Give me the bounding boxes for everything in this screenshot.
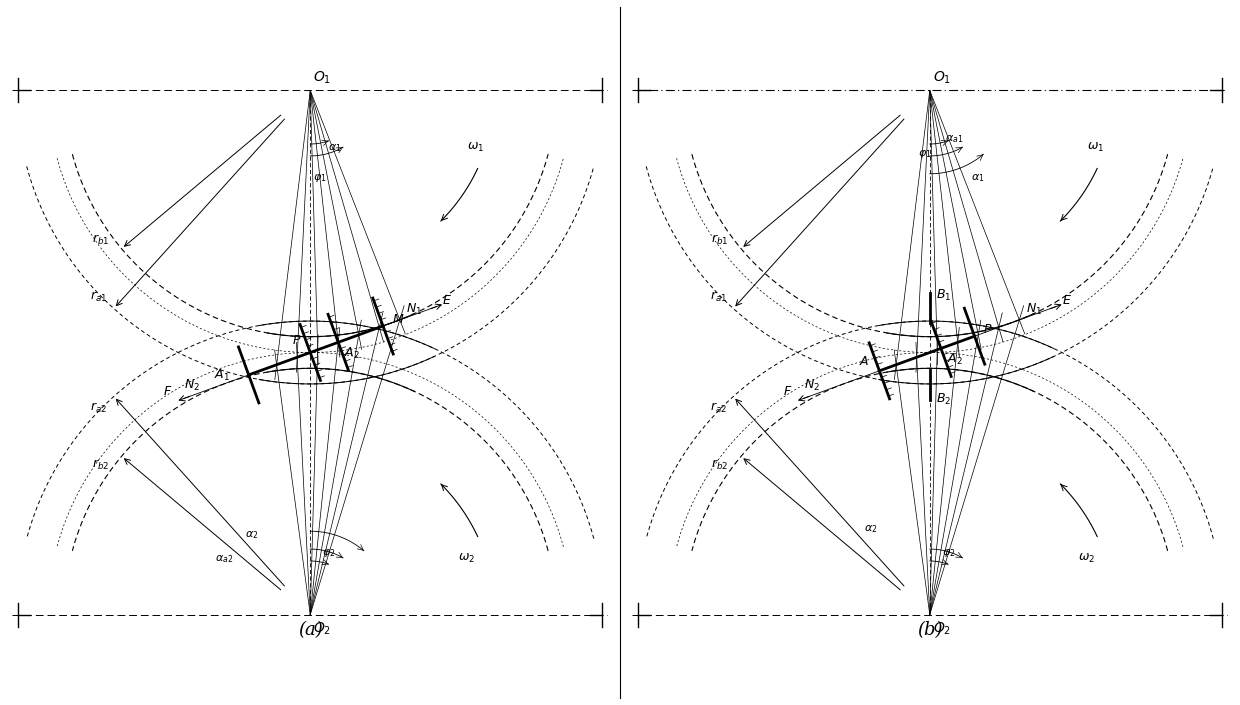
Text: $r_{a2}$: $r_{a2}$ [91, 401, 107, 415]
Text: (a): (a) [298, 621, 322, 639]
Text: $\varphi_2$: $\varphi_2$ [941, 547, 955, 559]
Text: $O_2$: $O_2$ [312, 620, 331, 637]
Text: $\omega_1$: $\omega_1$ [467, 141, 485, 154]
Text: $r_{b2}$: $r_{b2}$ [712, 458, 729, 472]
Text: $\omega_2$: $\omega_2$ [458, 552, 475, 565]
Text: $N_1$: $N_1$ [407, 302, 423, 317]
Text: $\varphi_1$: $\varphi_1$ [918, 148, 931, 160]
Text: $O_1$: $O_1$ [932, 70, 951, 86]
Text: $A_2$: $A_2$ [947, 352, 962, 367]
Text: $\varphi_2$: $\varphi_2$ [322, 547, 336, 559]
Text: $O_2$: $O_2$ [932, 620, 951, 637]
Text: $F$: $F$ [164, 386, 172, 398]
Text: $r_{a2}$: $r_{a2}$ [709, 401, 727, 415]
Text: $N_1$: $N_1$ [1025, 302, 1042, 317]
Text: $\alpha_{a2}$: $\alpha_{a2}$ [215, 553, 233, 565]
Text: $\alpha_{a1}$: $\alpha_{a1}$ [945, 133, 963, 145]
Text: $A_2$: $A_2$ [345, 346, 360, 361]
Text: $\varphi_1$: $\varphi_1$ [314, 172, 327, 184]
Text: $F$: $F$ [782, 386, 792, 398]
Text: $P$: $P$ [293, 333, 301, 347]
Text: (b): (b) [918, 621, 942, 639]
Text: $N_2$: $N_2$ [185, 378, 201, 393]
Text: $\alpha_2$: $\alpha_2$ [244, 529, 258, 541]
Text: $\alpha_2$: $\alpha_2$ [864, 523, 878, 535]
Text: $\omega_2$: $\omega_2$ [1078, 552, 1095, 565]
Text: $r_{b2}$: $r_{b2}$ [92, 458, 109, 472]
Text: $M$: $M$ [392, 313, 404, 326]
Text: $B_2$: $B_2$ [936, 392, 951, 407]
Text: $P$: $P$ [983, 323, 993, 336]
Text: $O_1$: $O_1$ [312, 70, 331, 86]
Text: $r_{a1}$: $r_{a1}$ [91, 290, 107, 304]
Text: $N_2$: $N_2$ [804, 378, 820, 393]
Text: $r_{b1}$: $r_{b1}$ [92, 233, 109, 247]
Text: $A$: $A$ [858, 355, 869, 368]
Text: $E$: $E$ [1061, 293, 1071, 307]
Text: $B_1$: $B_1$ [936, 288, 951, 303]
Text: $\alpha_1$: $\alpha_1$ [329, 142, 342, 154]
Text: $r_{b1}$: $r_{b1}$ [712, 233, 729, 247]
Text: $r_{a1}$: $r_{a1}$ [709, 290, 727, 304]
Text: $E$: $E$ [443, 293, 453, 307]
Text: $\alpha_1$: $\alpha_1$ [971, 172, 985, 183]
Text: $A_1$: $A_1$ [215, 368, 231, 383]
Text: $\omega_1$: $\omega_1$ [1086, 141, 1104, 154]
